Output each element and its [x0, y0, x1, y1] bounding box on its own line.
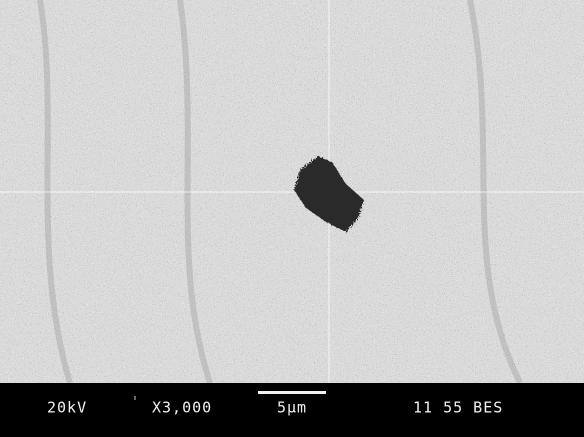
image-label: 11 55 BES	[413, 399, 503, 417]
micrograph: 20kV X3,000 5µm 11 55 BES	[0, 0, 584, 437]
magnification: X3,000	[152, 399, 212, 417]
voltage: 20kV	[47, 399, 87, 417]
page: 20kV X3,000 5µm 11 55 BES (() => { const…	[0, 0, 584, 437]
scale-bar	[258, 391, 326, 394]
scale-label: 5µm	[277, 399, 307, 417]
